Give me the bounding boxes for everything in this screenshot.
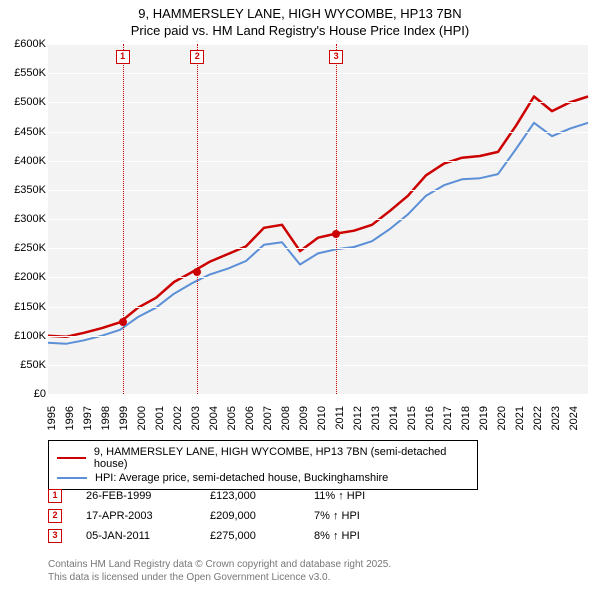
x-tick-label: 2011: [334, 406, 346, 442]
sale-date: 17-APR-2003: [86, 510, 186, 522]
y-tick-label: £250K: [2, 242, 46, 254]
sale-price: £275,000: [210, 530, 290, 542]
y-tick-label: £400K: [2, 155, 46, 167]
x-tick-label: 2005: [226, 406, 238, 442]
x-tick-label: 2022: [532, 406, 544, 442]
sale-marker-icon: 1: [48, 489, 62, 503]
sales-row: 2 17-APR-2003 £209,000 7% ↑ HPI: [48, 506, 394, 526]
y-tick-label: £200K: [2, 271, 46, 283]
x-tick-label: 2002: [172, 406, 184, 442]
sale-date: 05-JAN-2011: [86, 530, 186, 542]
x-tick-label: 2009: [298, 406, 310, 442]
x-tick-label: 2010: [316, 406, 328, 442]
legend-swatch: [57, 477, 87, 479]
x-tick-label: 2006: [244, 406, 256, 442]
x-tick-label: 2012: [352, 406, 364, 442]
legend-swatch: [57, 457, 86, 459]
x-tick-label: 2023: [550, 406, 562, 442]
y-tick-label: £450K: [2, 126, 46, 138]
x-tick-label: 1998: [100, 406, 112, 442]
y-tick-label: £100K: [2, 330, 46, 342]
sale-hpi-diff: 8% ↑ HPI: [314, 530, 394, 542]
sale-dot-icon: [119, 318, 127, 326]
y-tick-label: £350K: [2, 184, 46, 196]
title-line-1: 9, HAMMERSLEY LANE, HIGH WYCOMBE, HP13 7…: [0, 6, 600, 23]
sale-marker-icon: 2: [48, 509, 62, 523]
x-tick-label: 2018: [460, 406, 472, 442]
y-tick-label: £300K: [2, 213, 46, 225]
legend: 9, HAMMERSLEY LANE, HIGH WYCOMBE, HP13 7…: [48, 440, 478, 490]
attribution-line: This data is licensed under the Open Gov…: [48, 571, 391, 584]
y-tick-label: £600K: [2, 38, 46, 50]
x-tick-label: 2021: [514, 406, 526, 442]
sales-row: 3 05-JAN-2011 £275,000 8% ↑ HPI: [48, 526, 394, 546]
legend-label: HPI: Average price, semi-detached house,…: [95, 472, 388, 484]
x-tick-label: 2008: [280, 406, 292, 442]
x-tick-label: 2014: [388, 406, 400, 442]
sale-hpi-diff: 7% ↑ HPI: [314, 510, 394, 522]
chart-title: 9, HAMMERSLEY LANE, HIGH WYCOMBE, HP13 7…: [0, 0, 600, 40]
sale-marker-icon: 3: [48, 529, 62, 543]
y-tick-label: £0: [2, 388, 46, 400]
attribution-line: Contains HM Land Registry data © Crown c…: [48, 558, 391, 571]
legend-label: 9, HAMMERSLEY LANE, HIGH WYCOMBE, HP13 7…: [94, 446, 469, 470]
x-tick-label: 2003: [190, 406, 202, 442]
sale-marker-icon: 2: [190, 50, 204, 64]
y-tick-label: £50K: [2, 359, 46, 371]
x-tick-label: 2019: [478, 406, 490, 442]
x-tick-label: 1997: [82, 406, 94, 442]
y-tick-label: £500K: [2, 96, 46, 108]
x-tick-label: 2020: [496, 406, 508, 442]
x-tick-label: 2017: [442, 406, 454, 442]
x-tick-label: 2007: [262, 406, 274, 442]
sale-price: £123,000: [210, 490, 290, 502]
x-tick-label: 1996: [64, 406, 76, 442]
y-tick-label: £150K: [2, 301, 46, 313]
x-tick-label: 2004: [208, 406, 220, 442]
x-tick-label: 2015: [406, 406, 418, 442]
sale-marker-icon: 3: [329, 50, 343, 64]
title-line-2: Price paid vs. HM Land Registry's House …: [0, 23, 600, 40]
legend-item: 9, HAMMERSLEY LANE, HIGH WYCOMBE, HP13 7…: [57, 445, 469, 471]
plot-area: 1 2 3: [48, 44, 588, 394]
attribution: Contains HM Land Registry data © Crown c…: [48, 558, 391, 584]
x-tick-label: 1999: [118, 406, 130, 442]
sale-price: £209,000: [210, 510, 290, 522]
y-tick-label: £550K: [2, 67, 46, 79]
x-tick-label: 2024: [568, 406, 580, 442]
sales-row: 1 26-FEB-1999 £123,000 11% ↑ HPI: [48, 486, 394, 506]
x-tick-label: 2013: [370, 406, 382, 442]
sale-date: 26-FEB-1999: [86, 490, 186, 502]
x-tick-label: 2016: [424, 406, 436, 442]
sale-dot-icon: [332, 230, 340, 238]
sale-dot-icon: [193, 268, 201, 276]
chart-container: 9, HAMMERSLEY LANE, HIGH WYCOMBE, HP13 7…: [0, 0, 600, 590]
x-tick-label: 2001: [154, 406, 166, 442]
sales-table: 1 26-FEB-1999 £123,000 11% ↑ HPI 2 17-AP…: [48, 486, 394, 546]
x-tick-label: 2000: [136, 406, 148, 442]
sale-hpi-diff: 11% ↑ HPI: [314, 490, 394, 502]
legend-item: HPI: Average price, semi-detached house,…: [57, 471, 469, 485]
x-tick-label: 1995: [46, 406, 58, 442]
sale-marker-icon: 1: [116, 50, 130, 64]
